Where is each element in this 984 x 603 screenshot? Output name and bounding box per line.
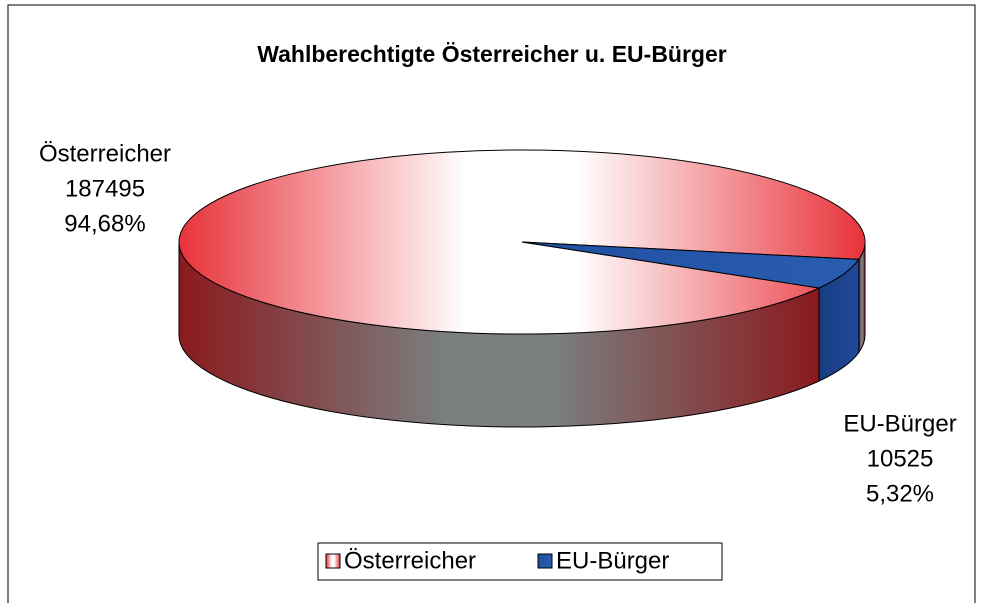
slice-label: EU-Bürger	[843, 410, 956, 437]
chart-title: Wahlberechtigte Österreicher u. EU-Bürge…	[257, 41, 727, 67]
legend-swatch	[537, 553, 553, 569]
legend-box	[317, 542, 723, 581]
pie-slice	[521, 241, 860, 289]
legend-label: Österreicher	[344, 547, 476, 574]
slice-count: 10525	[867, 445, 934, 472]
legend-label: EU-Bürger	[556, 547, 669, 574]
slice-percent: 94,68%	[64, 210, 145, 237]
slice-percent: 5,32%	[866, 480, 934, 507]
legend-swatch	[325, 553, 341, 569]
slice-count: 187495	[65, 175, 145, 202]
slice-label: Österreicher	[39, 140, 171, 167]
